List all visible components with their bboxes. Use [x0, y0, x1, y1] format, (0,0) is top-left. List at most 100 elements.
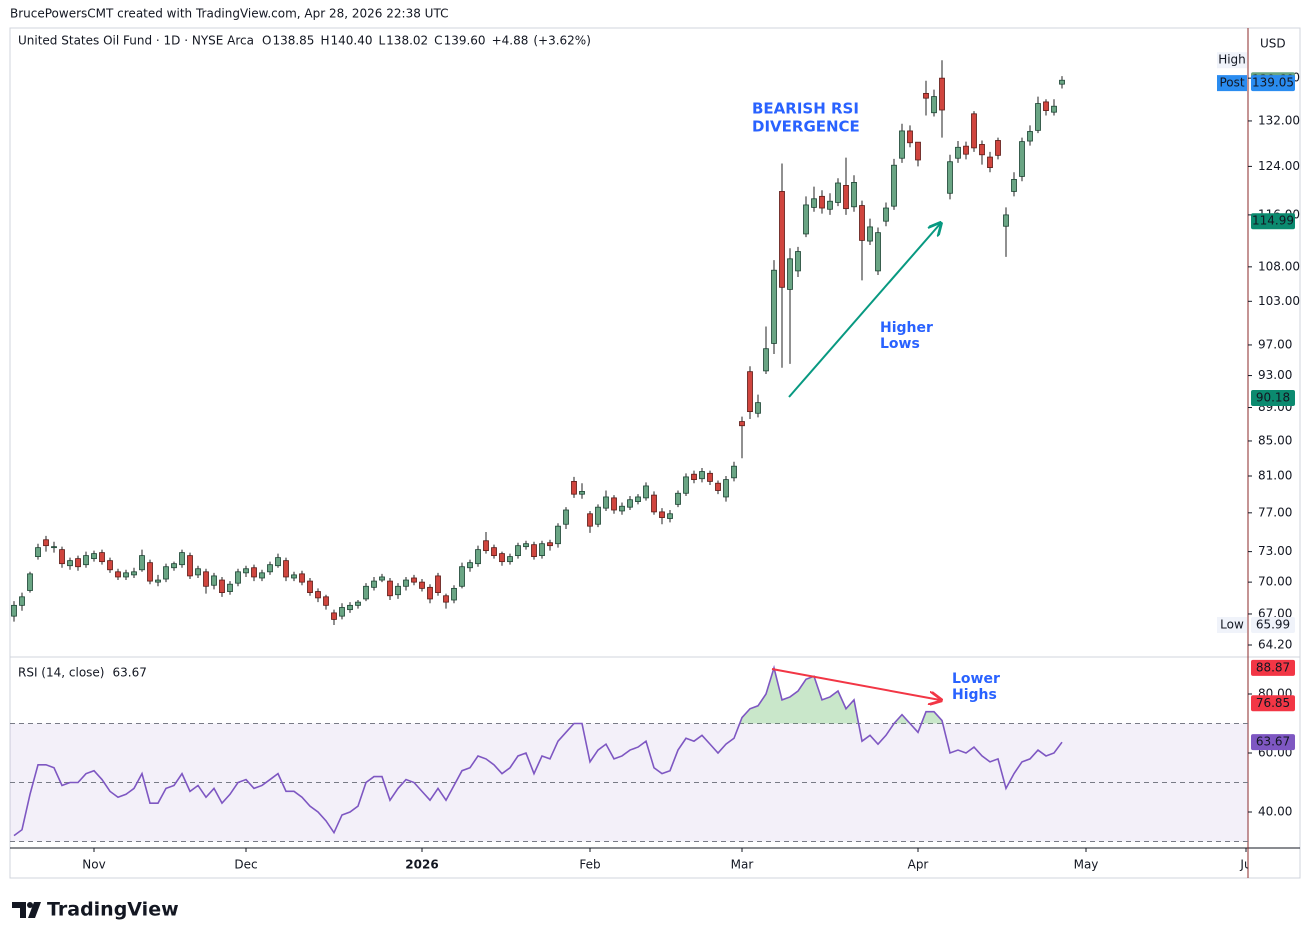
- candle-body: [323, 596, 329, 606]
- candle-body: [363, 585, 369, 600]
- candle-body: [827, 200, 833, 210]
- y-tick-label: 85.00: [1258, 433, 1292, 447]
- candle-body: [915, 141, 921, 161]
- candle-body: [779, 191, 785, 288]
- price-tag-box: [1251, 213, 1295, 230]
- chart-frame: [9, 27, 1301, 879]
- candle-body: [299, 573, 305, 583]
- candle-body: [387, 580, 393, 597]
- price-tag-box: [1251, 695, 1295, 712]
- candle-body: [555, 525, 561, 545]
- candle-body: [667, 513, 673, 519]
- candle-body: [643, 485, 649, 499]
- candle-body: [59, 549, 65, 565]
- candle-body: [995, 140, 1001, 156]
- ohlc-value: 139.60: [444, 34, 486, 48]
- candle-body: [947, 161, 953, 194]
- higher-lows-arrow: [788, 224, 940, 398]
- candle-body: [307, 580, 313, 593]
- candle-body: [403, 579, 409, 587]
- candle-body: [259, 572, 265, 579]
- rsi-line: [13, 664, 1063, 837]
- plot: [10, 60, 1248, 843]
- candle-body: [195, 568, 201, 576]
- brand: TradingView: [47, 899, 179, 921]
- candle-body: [707, 472, 713, 482]
- y-tick-label: 81.00: [1258, 469, 1292, 483]
- candle-body: [411, 577, 417, 583]
- annotation: Higher: [880, 320, 933, 336]
- candle-body: [883, 207, 889, 222]
- candle-body: [203, 571, 209, 587]
- candle-body: [931, 96, 937, 114]
- rsi-band: [10, 723, 1248, 842]
- ohlc-value: 140.40: [330, 34, 372, 48]
- candle-body: [155, 579, 161, 583]
- candle-body: [11, 604, 17, 617]
- candle-body: [851, 182, 857, 208]
- price-tag-label: 139.05: [1252, 76, 1294, 90]
- candle-body: [211, 575, 217, 586]
- candle-body: [507, 556, 513, 563]
- brand-logo: [12, 902, 41, 918]
- y-tick-label: 103.00: [1258, 294, 1300, 308]
- candle-body: [1043, 101, 1049, 111]
- candle-body: [627, 499, 633, 508]
- candle-body: [651, 494, 657, 513]
- annotation: BEARISH RSI: [752, 100, 859, 118]
- candle-body: [235, 571, 241, 584]
- price-tag-box: [1251, 75, 1295, 92]
- candle-body: [219, 579, 225, 593]
- candle-body: [123, 572, 129, 578]
- candle-body: [475, 549, 481, 565]
- candle-body: [971, 113, 977, 149]
- change-pct: (+3.62%): [533, 34, 591, 48]
- candle-body: [91, 553, 97, 560]
- candle-body: [395, 585, 401, 596]
- candle-body: [275, 557, 281, 567]
- candle-body: [1059, 79, 1065, 85]
- candle-body: [107, 560, 113, 571]
- candle-body: [83, 555, 89, 566]
- candle-body: [75, 558, 81, 568]
- candle-body: [739, 421, 745, 427]
- candle-body: [891, 164, 897, 207]
- candle-body: [803, 204, 809, 235]
- candle-body: [811, 198, 817, 208]
- candle-body: [763, 348, 769, 372]
- price-tag-name-box: [1217, 617, 1247, 634]
- candle-body: [771, 269, 777, 344]
- candle-body: [987, 156, 993, 168]
- price-tag-box: [1251, 659, 1295, 676]
- candle-body: [595, 506, 601, 525]
- candle-body: [243, 568, 249, 574]
- y-tick-label: 70.00: [1258, 575, 1292, 589]
- x-tick-label: Ju: [1239, 858, 1251, 872]
- price-tag-name-box: [1217, 52, 1247, 69]
- y-tick-label: 73.00: [1258, 544, 1292, 558]
- candle-body: [1027, 131, 1033, 142]
- y-tick-label: 132.00: [1258, 113, 1300, 127]
- candle-body: [371, 580, 377, 588]
- x-tick-label: Mar: [731, 858, 754, 872]
- candle-body: [731, 465, 737, 479]
- candle-body: [1019, 141, 1025, 177]
- lower-highs-arrow: [771, 668, 940, 700]
- candle-body: [699, 471, 705, 480]
- candle-body: [843, 185, 849, 210]
- annotation: Highs: [952, 687, 997, 703]
- candle-body: [955, 146, 961, 159]
- candle-body: [347, 604, 353, 611]
- candle-body: [571, 481, 577, 495]
- candle-body: [1035, 103, 1041, 131]
- price-tag-label: 63.67: [1256, 735, 1290, 749]
- candle-body: [19, 596, 25, 606]
- candle-body: [147, 562, 153, 582]
- candle-body: [187, 555, 193, 577]
- candle-body: [99, 552, 105, 563]
- candle-body: [963, 145, 969, 155]
- candle-body: [331, 612, 337, 620]
- rsi-overbought-fill: [739, 667, 943, 724]
- candle-body: [691, 473, 697, 481]
- price-tag-name-box: [1217, 75, 1247, 92]
